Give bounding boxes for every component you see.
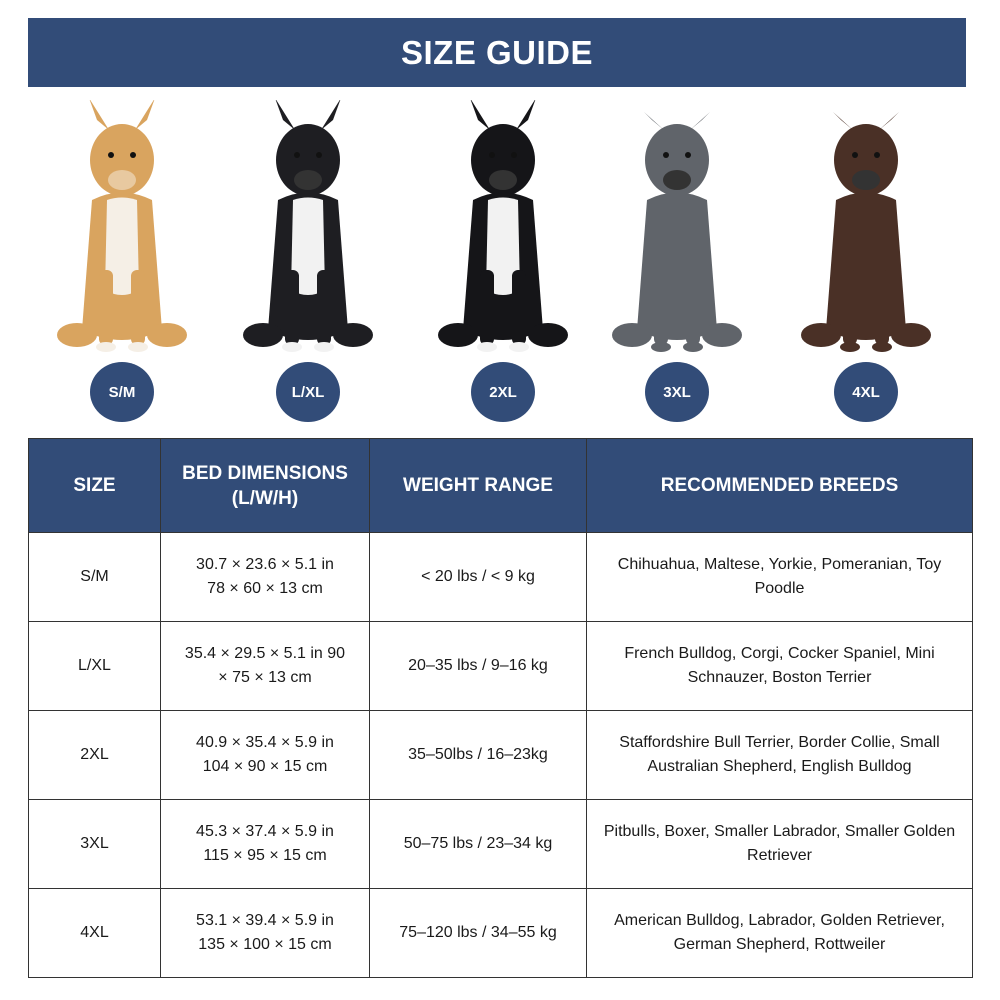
dimensions-inches: 30.7 × 23.6 × 5.1 in — [196, 556, 334, 573]
header-size: SIZE — [28, 438, 161, 533]
dimensions-cm: 135 × 100 × 15 cm — [198, 936, 332, 953]
page-title: SIZE GUIDE — [28, 18, 966, 87]
dimensions-cell: 53.1 × 39.4 × 5.9 in 135 × 100 × 15 cm — [160, 888, 370, 978]
breeds-cell: French Bulldog, Corgi, Cocker Spaniel, M… — [586, 621, 973, 711]
weight-cell: 50–75 lbs / 23–34 kg — [369, 799, 587, 889]
size-table: SIZE BED DIMENSIONS (L/W/H) WEIGHT RANGE… — [28, 438, 973, 978]
size-badge-s-m: S/M — [90, 362, 154, 422]
chihuahua-image — [37, 98, 207, 365]
size-badge-4xl: 4XL — [834, 362, 898, 422]
table-row: S/M 30.7 × 23.6 × 5.1 in 78 × 60 × 13 cm … — [28, 532, 973, 622]
table-row: 4XL 53.1 × 39.4 × 5.9 in 135 × 100 × 15 c… — [28, 888, 973, 978]
dimensions-cm: × 75 × 13 cm — [218, 669, 312, 686]
size-cell: 2XL — [28, 710, 161, 800]
dimensions-cell: 30.7 × 23.6 × 5.1 in 78 × 60 × 13 cm — [160, 532, 370, 622]
dimensions-cell: 40.9 × 35.4 × 5.9 in 104 × 90 × 15 cm — [160, 710, 370, 800]
dimensions-inches: 35.4 × 29.5 × 5.1 in 90 — [184, 645, 346, 662]
breeds-cell: Chihuahua, Maltese, Yorkie, Pomeranian, … — [586, 532, 973, 622]
table-header-row: SIZE BED DIMENSIONS (L/W/H) WEIGHT RANGE… — [28, 438, 973, 533]
labrador-image — [781, 100, 951, 365]
size-badge-l-xl: L/XL — [276, 362, 340, 422]
size-badge-2xl: 2XL — [471, 362, 535, 422]
dimensions-cm: 104 × 90 × 15 cm — [202, 758, 328, 775]
table-row: 2XL 40.9 × 35.4 × 5.9 in 104 × 90 × 15 cm… — [28, 710, 973, 800]
header-bed-dimensions: BED DIMENSIONS (L/W/H) — [160, 438, 370, 533]
dimensions-cm: 115 × 95 × 15 cm — [203, 847, 327, 864]
table-row: 3XL 45.3 × 37.4 × 5.9 in 115 × 95 × 15 cm… — [28, 799, 973, 889]
size-cell: 3XL — [28, 799, 161, 889]
header-recommended-breeds: RECOMMENDED BREEDS — [586, 438, 973, 533]
size-badge-3xl: 3XL — [645, 362, 709, 422]
size-cell: 4XL — [28, 888, 161, 978]
dimensions-cell: 45.3 × 37.4 × 5.9 in 115 × 95 × 15 cm — [160, 799, 370, 889]
dimensions-inches: 40.9 × 35.4 × 5.9 in — [196, 734, 334, 751]
dimensions-inches: 53.1 × 39.4 × 5.9 in — [196, 912, 334, 929]
dimensions-inches: 45.3 × 37.4 × 5.9 in — [196, 823, 334, 840]
border-collie-image — [418, 98, 588, 365]
french-bulldog-image — [223, 98, 393, 365]
dimensions-cell: 35.4 × 29.5 × 5.1 in 90 × 75 × 13 cm — [160, 621, 370, 711]
breeds-cell: American Bulldog, Labrador, Golden Retri… — [586, 888, 973, 978]
table-row: L/XL 35.4 × 29.5 × 5.1 in 90 × 75 × 13 cm… — [28, 621, 973, 711]
weight-cell: < 20 lbs / < 9 kg — [369, 532, 587, 622]
header-weight-range: WEIGHT RANGE — [369, 438, 587, 533]
dimensions-cm: 78 × 60 × 13 cm — [207, 580, 323, 597]
weight-cell: 20–35 lbs / 9–16 kg — [369, 621, 587, 711]
pitbull-image — [592, 100, 762, 365]
weight-cell: 35–50lbs / 16–23kg — [369, 710, 587, 800]
weight-cell: 75–120 lbs / 34–55 kg — [369, 888, 587, 978]
size-cell: L/XL — [28, 621, 161, 711]
breeds-cell: Pitbulls, Boxer, Smaller Labrador, Small… — [586, 799, 973, 889]
breeds-cell: Staffordshire Bull Terrier, Border Colli… — [586, 710, 973, 800]
size-cell: S/M — [28, 532, 161, 622]
